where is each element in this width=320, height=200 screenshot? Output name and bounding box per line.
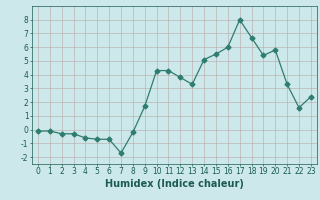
X-axis label: Humidex (Indice chaleur): Humidex (Indice chaleur) — [105, 179, 244, 189]
